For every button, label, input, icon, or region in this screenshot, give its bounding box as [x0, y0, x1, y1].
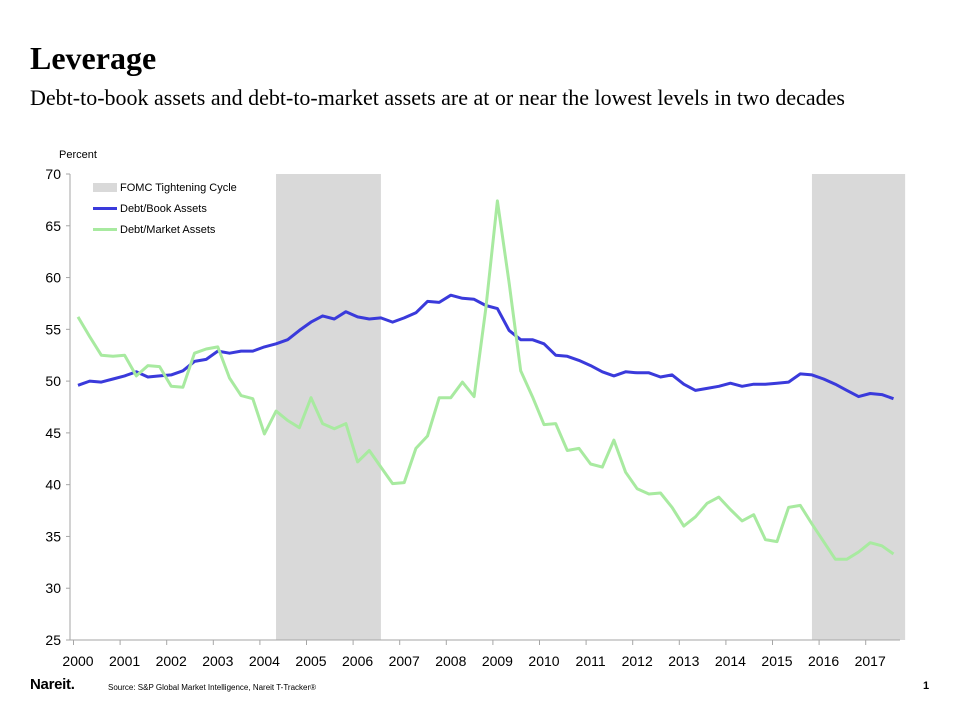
- x-tick-label-2006: 2006: [342, 653, 373, 669]
- x-tick-label-2007: 2007: [389, 653, 420, 669]
- y-tick-label-60: 60: [45, 270, 61, 286]
- legend-label-book: Debt/Book Assets: [120, 203, 207, 215]
- series-line-debt-market-assets: [76, 199, 895, 561]
- x-tick-label-2014: 2014: [715, 653, 746, 669]
- fomc-shaded-region-1: [811, 174, 906, 640]
- page-number: 1: [923, 680, 930, 692]
- page-title: Leverage: [30, 40, 157, 76]
- x-tick-label-2015: 2015: [761, 653, 792, 669]
- fomc-shading-layer: [276, 174, 906, 640]
- x-tick-label-2013: 2013: [668, 653, 699, 669]
- x-tick-label-2000: 2000: [62, 653, 93, 669]
- legend-label-fomc: FOMC Tightening Cycle: [120, 182, 237, 194]
- y-tick-label-40: 40: [45, 477, 61, 493]
- legend-label-market: Debt/Market Assets: [120, 224, 216, 236]
- x-tick-label-2004: 2004: [249, 653, 280, 669]
- legend-swatch-fomc: [93, 183, 117, 192]
- fomc-shaded-region-0: [276, 174, 381, 640]
- x-tick-label-2001: 2001: [109, 653, 140, 669]
- legend: FOMC Tightening Cycle Debt/Book Assets D…: [93, 182, 237, 236]
- y-tick-label-65: 65: [45, 218, 61, 234]
- x-tick-label-2011: 2011: [576, 653, 606, 669]
- x-tick-label-2009: 2009: [482, 653, 513, 669]
- x-tick-label-2016: 2016: [808, 653, 839, 669]
- x-tick-label-2005: 2005: [295, 653, 326, 669]
- x-tick-label-2008: 2008: [435, 653, 466, 669]
- y-tick-label-70: 70: [45, 166, 61, 182]
- y-tick-label-35: 35: [45, 528, 61, 544]
- x-tick-label-2017: 2017: [855, 653, 886, 669]
- x-tick-label-2003: 2003: [202, 653, 233, 669]
- source-note: Source: S&P Global Market Intelligence, …: [108, 683, 317, 692]
- x-tick-label-2012: 2012: [622, 653, 653, 669]
- y-tick-label-50: 50: [45, 373, 61, 389]
- axis-layer: 25 30 35 40 45 50 55 60 65 70 2000 2001 2002 2003 2004…: [45, 166, 900, 669]
- y-axis-unit-label: Percent: [59, 149, 97, 161]
- y-tick-label-30: 30: [45, 580, 61, 596]
- y-tick-label-45: 45: [45, 425, 61, 441]
- x-tick-label-2010: 2010: [528, 653, 559, 669]
- x-tick-label-2002: 2002: [156, 653, 187, 669]
- y-tick-label-55: 55: [45, 321, 61, 337]
- series-layer: [76, 199, 895, 561]
- y-tick-label-25: 25: [45, 632, 61, 648]
- page-subtitle: Debt-to-book assets and debt-to-market a…: [30, 85, 845, 110]
- nareit-logo: Nareit.: [30, 676, 75, 693]
